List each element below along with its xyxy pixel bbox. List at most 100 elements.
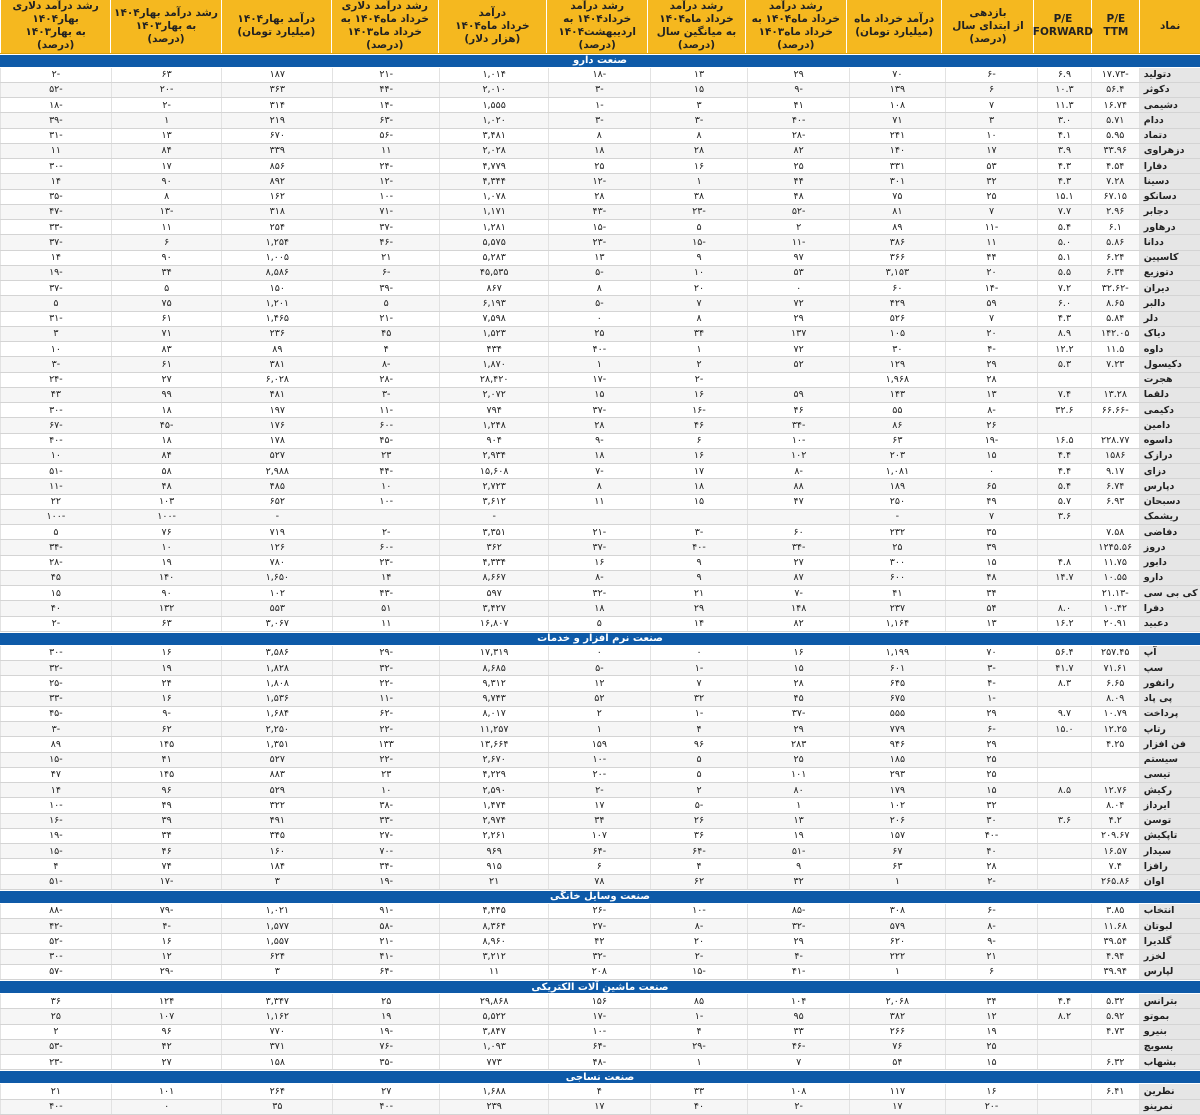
value-cell: -۱۰ <box>0 798 111 813</box>
value-cell: ۱۲ <box>944 1009 1037 1024</box>
value-cell: ۱۰۵ <box>848 326 945 341</box>
value-cell: -۵۸ <box>332 919 439 934</box>
value-cell: ۱,۰۰۵ <box>221 250 332 265</box>
ticker-cell: هجرت <box>1138 372 1200 387</box>
value-cell: ۳۲ <box>944 174 1037 189</box>
section-header: صنعت ماشین آلات الکتریکی <box>0 980 1200 994</box>
value-cell: ۱۰۷ <box>110 1009 222 1024</box>
value-cell: ۱۴۸ <box>747 601 849 616</box>
value-cell: ۲,۲۶۱ <box>439 828 548 843</box>
value-cell: -۳۵ <box>332 1055 439 1070</box>
value-cell <box>1037 828 1091 843</box>
value-cell: -۳ <box>649 113 748 128</box>
value-cell: ۱۴۰ <box>110 570 222 585</box>
value-cell: ۴۴ <box>944 250 1037 265</box>
value-cell: ۶۰۱ <box>848 661 945 676</box>
ticker-cell: دشیمی <box>1138 98 1200 113</box>
value-cell: ۴۶ <box>649 418 748 433</box>
value-cell: ۵۶.۴ <box>1090 82 1139 97</box>
value-cell: ۱۰۳ <box>110 494 222 509</box>
value-cell: ۸ <box>649 128 748 143</box>
value-cell: -۱۵ <box>0 844 111 859</box>
value-cell: -۲۰ <box>110 82 222 97</box>
value-cell: ۸.۰ <box>1037 601 1091 616</box>
value-cell: ۹,۷۴۳ <box>439 691 548 706</box>
value-cell: ۹۹ <box>110 387 222 402</box>
value-cell: ۱۶ <box>110 691 222 706</box>
value-cell: ۱۴۰ <box>848 143 945 158</box>
value-cell: ۴۵,۵۳۵ <box>439 265 548 280</box>
table-body: صنعت دارو دتولید -۱۷.۷۳ ۶.۹ -۶ ۷۰ ۲۹ ۱۳ -۱۸ ۱,۰۱۴… <box>0 53 1200 1115</box>
value-cell: ۱۸ <box>110 403 222 418</box>
table-row: کاسپین ۶.۲۴ ۵.۱ ۴۴ ۳۶۶ ۹۷ ۹ ۱۳ ۵,۲۸۳ ۲۱ ۱,۰۰۵ ۹۰ ۱۴ <box>0 250 1200 266</box>
value-cell: ۵۳ <box>944 159 1037 174</box>
value-cell: ۷,۵۹۸ <box>439 311 548 326</box>
value-cell: ۱۴.۷ <box>1037 570 1091 585</box>
value-cell: ۳۳۱ <box>848 159 945 174</box>
value-cell: ۱۰.۳ <box>1037 82 1091 97</box>
value-cell: ۳۶۶ <box>848 250 945 265</box>
value-cell: -۱ <box>649 661 748 676</box>
ticker-cell: دکیمی <box>1138 403 1200 418</box>
value-cell <box>1037 964 1091 979</box>
value-cell: ۶ <box>548 859 650 874</box>
value-cell: ۳۴ <box>110 828 222 843</box>
value-cell: ۴.۷۳ <box>1090 1024 1139 1039</box>
value-cell <box>1037 1039 1091 1054</box>
value-cell: ۷۰ <box>944 645 1037 660</box>
value-cell: -۵۲ <box>0 934 111 949</box>
value-cell: ۳۸۱ <box>221 357 332 372</box>
column-header: بازدهی از ابتدای سال (درصد) <box>941 0 1033 53</box>
value-cell: ۵۴ <box>944 601 1037 616</box>
value-cell: -۱۰۰ <box>110 509 222 524</box>
value-cell: ۱۱.۳ <box>1037 98 1091 113</box>
value-cell: ۷.۷ <box>1037 204 1091 219</box>
value-cell: ۳۸۶ <box>848 235 945 250</box>
value-cell <box>332 509 439 524</box>
value-cell: -۶ <box>944 722 1037 737</box>
value-cell: ۸ <box>649 311 748 326</box>
value-cell: ۸۴ <box>110 143 222 158</box>
value-cell: ۱۱ <box>439 964 548 979</box>
value-cell: ۲۶۴ <box>221 1084 332 1099</box>
value-cell: ۴۲ <box>110 1039 222 1054</box>
value-cell: -۳۲ <box>548 949 650 964</box>
value-cell: ۸,۵۸۶ <box>221 265 332 280</box>
value-cell: ۸۶۷ <box>439 281 548 296</box>
value-cell: ۲ <box>747 220 849 235</box>
value-cell: ۲۹ <box>747 311 849 326</box>
value-cell: ۸.۲ <box>1037 1009 1091 1024</box>
value-cell: ۱۰۲ <box>747 448 849 463</box>
value-cell: ۳,۴۸۱ <box>439 128 548 143</box>
value-cell: ۳۳ <box>649 1084 748 1099</box>
value-cell: -۷ <box>747 586 849 601</box>
value-cell: ۱۱.۷۵ <box>1090 555 1139 570</box>
value-cell: ۵۹ <box>747 387 849 402</box>
value-cell: -۴۶ <box>332 235 439 250</box>
value-cell: ۳,۰۶۷ <box>221 616 332 631</box>
ticker-cell: نمرینو <box>1138 1099 1200 1114</box>
value-cell: -۱۰ <box>747 433 849 448</box>
value-cell: - <box>221 509 332 524</box>
value-cell: ۳۹.۵۴ <box>1090 934 1139 949</box>
table-row: پرداخت ۱۰.۷۹ ۹.۷ ۲۹ ۵۵۵ -۳۷ -۱ ۲ ۸,۰۱۷ -۶۲ ۱,۶۸۴ -۹… <box>0 706 1200 722</box>
value-cell: ۲,۶۷۰ <box>439 752 548 767</box>
value-cell: -۳۲.۶۲ <box>1090 281 1139 296</box>
value-cell: ۲۹ <box>944 706 1037 721</box>
ticker-cell: سیدار <box>1138 844 1200 859</box>
value-cell: ۱۵ <box>548 387 650 402</box>
value-cell: ۴۸ <box>944 570 1037 585</box>
value-cell: ۱۶ <box>649 387 748 402</box>
value-cell: ۱۰۱ <box>747 767 849 782</box>
value-cell: ۵۴ <box>848 1055 945 1070</box>
value-cell: ۳۹.۹۴ <box>1090 964 1139 979</box>
value-cell: ۵۲۹ <box>221 783 332 798</box>
ticker-cell: دتولید <box>1138 67 1200 82</box>
column-header: رشد درآمد خرداد ماه۱۴۰۴ به میانگین سال (… <box>647 0 744 53</box>
value-cell: ۳۳.۹۶ <box>1090 143 1139 158</box>
ticker-cell: دفارا <box>1138 159 1200 174</box>
value-cell: ۸۲ <box>747 616 849 631</box>
value-cell: ۹۰ <box>110 250 222 265</box>
value-cell: ۱,۰۲۰ <box>439 113 548 128</box>
value-cell: ۳.۶ <box>1037 813 1091 828</box>
